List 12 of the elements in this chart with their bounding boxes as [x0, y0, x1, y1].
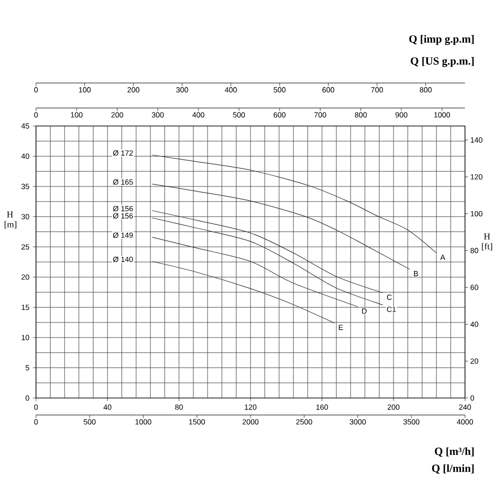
line-series [152, 261, 335, 324]
line-series [152, 236, 358, 308]
x-axis-title: Q [m³/h] [434, 447, 474, 457]
text: Q [US g.p.m.] [410, 56, 474, 68]
line-series [152, 184, 410, 270]
y2-axis-title: H [ft] [482, 233, 492, 251]
line-series [152, 210, 384, 294]
x2-axis-title: Q [imp g.p.m] [409, 34, 474, 46]
y-axis-title: H [m] [4, 211, 16, 229]
line-series [152, 218, 384, 306]
line-series [152, 154, 437, 254]
text: Q [l/min] [432, 464, 474, 474]
